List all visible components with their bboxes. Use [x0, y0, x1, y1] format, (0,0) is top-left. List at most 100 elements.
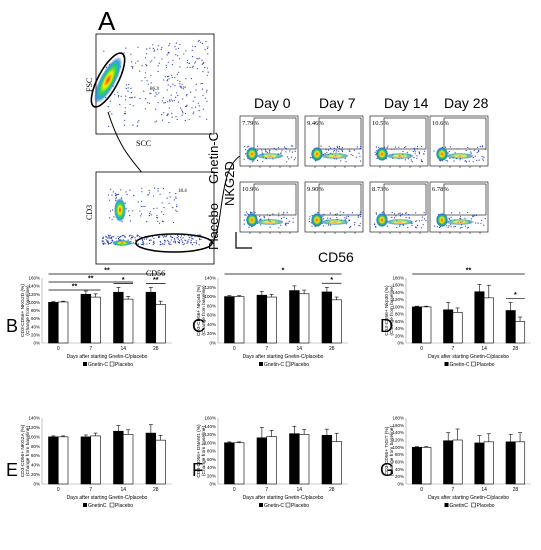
percentage-label: 10.5%: [372, 120, 389, 127]
x-axis-label: Days after starting Gnetin-C/placebo: [67, 354, 148, 360]
y-tick-label: 60%: [207, 457, 216, 462]
x-tick-label: 28: [153, 487, 159, 493]
significance-label: **: [466, 268, 472, 275]
y-tick-label: 140%: [28, 284, 40, 289]
y-axis-sublabel: (Change from baseline): [389, 285, 395, 336]
bar-chart-panel-d: D 0% 20% 40% 60% 80% 100% 120% 140% 160% 180%CD3-C…: [380, 268, 531, 368]
row-label-placebo: Placebo: [206, 203, 221, 250]
x-axis-label: Days after starting Gnetin-C/placebo: [243, 354, 324, 360]
gate-to-grid-connector: [211, 155, 241, 244]
y-tick-label: 20%: [31, 332, 40, 337]
x-tick-label: 14: [296, 346, 302, 352]
flow-plot: 10.5%: [369, 115, 429, 168]
percentage-label: 10.9%: [242, 186, 259, 193]
y-tick-label: 60%: [207, 313, 216, 318]
y-tick-label: 160%: [392, 283, 404, 288]
density-core: [436, 147, 448, 161]
y-tick-label: 40%: [207, 465, 216, 470]
scatter-plot-cd3-cd56: 18.4 CD3 CD56: [85, 171, 215, 278]
y-tick-label: 0%: [397, 341, 404, 346]
bar: [57, 436, 69, 485]
y-tick-label: 140%: [392, 430, 404, 435]
y-tick-label: 140%: [392, 290, 404, 295]
y-tick-label: 20%: [395, 333, 404, 338]
y-tick-label: 120%: [204, 285, 216, 290]
y-tick-label: 160%: [392, 423, 404, 428]
nkg2d-gate: [253, 117, 297, 150]
density-core: [436, 213, 448, 227]
legend-swatch-placebo: [471, 361, 476, 367]
y-axis-sublabel: (Change from baseline): [25, 426, 31, 477]
y-axis-label: CD3-CD56+ NKG2A (%): [20, 424, 26, 477]
flow-cytometry-grid: 7.79% 9.46% 10.5% 10.6% 10.9% 9.90% 8.73% 6.78%: [239, 115, 489, 234]
bar: [321, 291, 333, 344]
legend-label: Gnetin-C: [450, 362, 470, 368]
nkg2d-gate: [383, 183, 427, 216]
y-tick-label: 60%: [395, 319, 404, 324]
x-tick-label: 14: [296, 487, 302, 493]
percentage-label: 8.73%: [372, 186, 389, 193]
cd56-axis-label: CD56: [318, 249, 354, 265]
panel-a-letter: A: [98, 6, 116, 36]
day-header: Day 14: [384, 95, 429, 111]
y-tick-label: 80%: [207, 449, 216, 454]
bar: [155, 304, 166, 344]
density-band: [446, 219, 474, 225]
x-tick-label: 7: [265, 346, 268, 352]
day-header: Day 7: [319, 95, 356, 111]
x-tick-label: 0: [420, 487, 423, 493]
density-band: [321, 219, 349, 225]
day-headers: Day 0 Day 7 Day 14 Day 28: [254, 95, 489, 111]
y-tick-label: 60%: [31, 453, 40, 458]
y-tick-label: 0%: [397, 482, 404, 487]
y-tick-label: 0%: [33, 341, 40, 346]
x-axis-label: Days after starting Gnetin-C/placebo: [243, 495, 324, 501]
day-header: Day 28: [444, 95, 489, 111]
bar: [122, 298, 134, 344]
legend-label: GnetinC: [88, 503, 107, 509]
scatter2-x-label: CD56: [146, 269, 165, 278]
bar: [483, 297, 494, 344]
bar: [224, 296, 235, 344]
y-tick-label: 0%: [209, 482, 216, 487]
day-header: Day 0: [254, 95, 291, 111]
legend-label: Gnetin-C: [264, 503, 284, 509]
y-tick-label: 80%: [395, 312, 404, 317]
flow-plot: 10.6%: [429, 115, 489, 168]
legend-label: Placebo: [477, 503, 495, 509]
y-tick-label: 80%: [207, 303, 216, 308]
bar: [233, 442, 245, 485]
significance-label: **: [72, 284, 78, 291]
bar: [443, 309, 454, 344]
y-axis-label: CD3-CD56+ DNAM1 (%): [196, 424, 202, 478]
bar: [266, 296, 277, 344]
bar: [122, 434, 134, 485]
y-tick-label: 120%: [28, 425, 40, 430]
y-tick-label: 40%: [207, 322, 216, 327]
x-tick-label: 7: [89, 487, 92, 493]
legend-swatch-gnetin: [259, 362, 263, 366]
legend-swatch-placebo: [471, 502, 476, 508]
significance-label: *: [122, 277, 125, 284]
y-tick-label: 100%: [392, 445, 404, 450]
significance-label: **: [153, 277, 159, 284]
y-tick-label: 180%: [392, 416, 404, 421]
y-tick-label: 40%: [31, 463, 40, 468]
density-core: [311, 213, 323, 227]
panel-letter: F: [192, 460, 203, 480]
flow-plot: 7.79%: [239, 115, 299, 168]
legend-swatch-gnetin: [444, 362, 449, 366]
bar: [298, 434, 310, 485]
y-tick-label: 80%: [31, 444, 40, 449]
bar: [515, 441, 526, 485]
bar: [289, 290, 300, 344]
y-tick-label: 140%: [204, 424, 216, 429]
x-tick-label: 28: [513, 487, 519, 493]
significance-label: *: [282, 268, 285, 275]
legend-label: Gnetin-C: [88, 362, 108, 368]
flow-plot: 10.9%: [239, 181, 299, 234]
bar: [256, 294, 268, 344]
legend-swatch-gnetin: [259, 503, 263, 507]
density-core: [246, 213, 258, 227]
nkg2d-gate: [253, 183, 297, 216]
